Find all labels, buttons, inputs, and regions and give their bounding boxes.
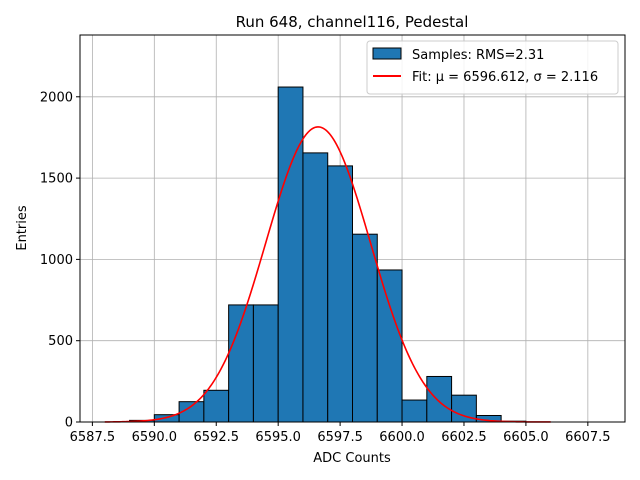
histogram-bar [426,375,453,423]
legend-box [366,40,619,95]
plot-frame [79,34,626,423]
x-tick-label: 6597.5 [317,430,363,445]
legend-histogram-swatch [372,47,402,60]
histogram-bar [277,86,304,423]
y-tick-label: 1000 [40,253,73,268]
histogram-bar [252,304,279,423]
histogram-bars [129,86,527,423]
y-tick-label: 2000 [40,90,73,105]
fit-curve-layer [104,126,551,423]
histogram-bar [451,394,477,423]
x-axis-label: ADC Counts [313,451,391,466]
x-tick-label: 6595.0 [255,430,301,445]
y-axis-ticks: 0 500 1000 1500 2000 [40,90,80,431]
legend: Samples: RMS=2.31 Fit: μ = 6596.612, σ =… [366,40,619,95]
x-tick-label: 6590.0 [132,430,178,445]
x-tick-label: 6602.5 [441,430,487,445]
x-tick-label: 6587.5 [70,430,116,445]
x-tick-label: 6592.5 [194,430,240,445]
y-tick-label: 500 [48,334,73,349]
histogram-bar [203,389,230,423]
fit-curve [104,126,551,423]
histogram-bar [352,233,378,423]
histogram-bar [327,165,353,423]
histogram-bar [376,269,403,423]
y-axis-label: Entries [15,205,30,251]
y-tick-label: 0 [65,416,73,431]
x-tick-label: 6600.0 [379,430,425,445]
histogram-bar [302,152,329,423]
histogram-bar [153,414,180,423]
legend-fit-label: Fit: μ = 6596.612, σ = 2.116 [412,70,598,85]
legend-histogram-label: Samples: RMS=2.31 [412,48,544,63]
x-axis-ticks: 6587.5 6590.0 6592.5 6595.0 6597.5 6600.0 6602… [70,422,611,445]
y-tick-label: 1500 [40,172,73,187]
x-tick-label: 6607.5 [565,430,611,445]
x-tick-label: 6605.0 [503,430,549,445]
histogram-bar [401,399,428,423]
chart-title: Run 648, channel116, Pedestal [236,13,469,31]
